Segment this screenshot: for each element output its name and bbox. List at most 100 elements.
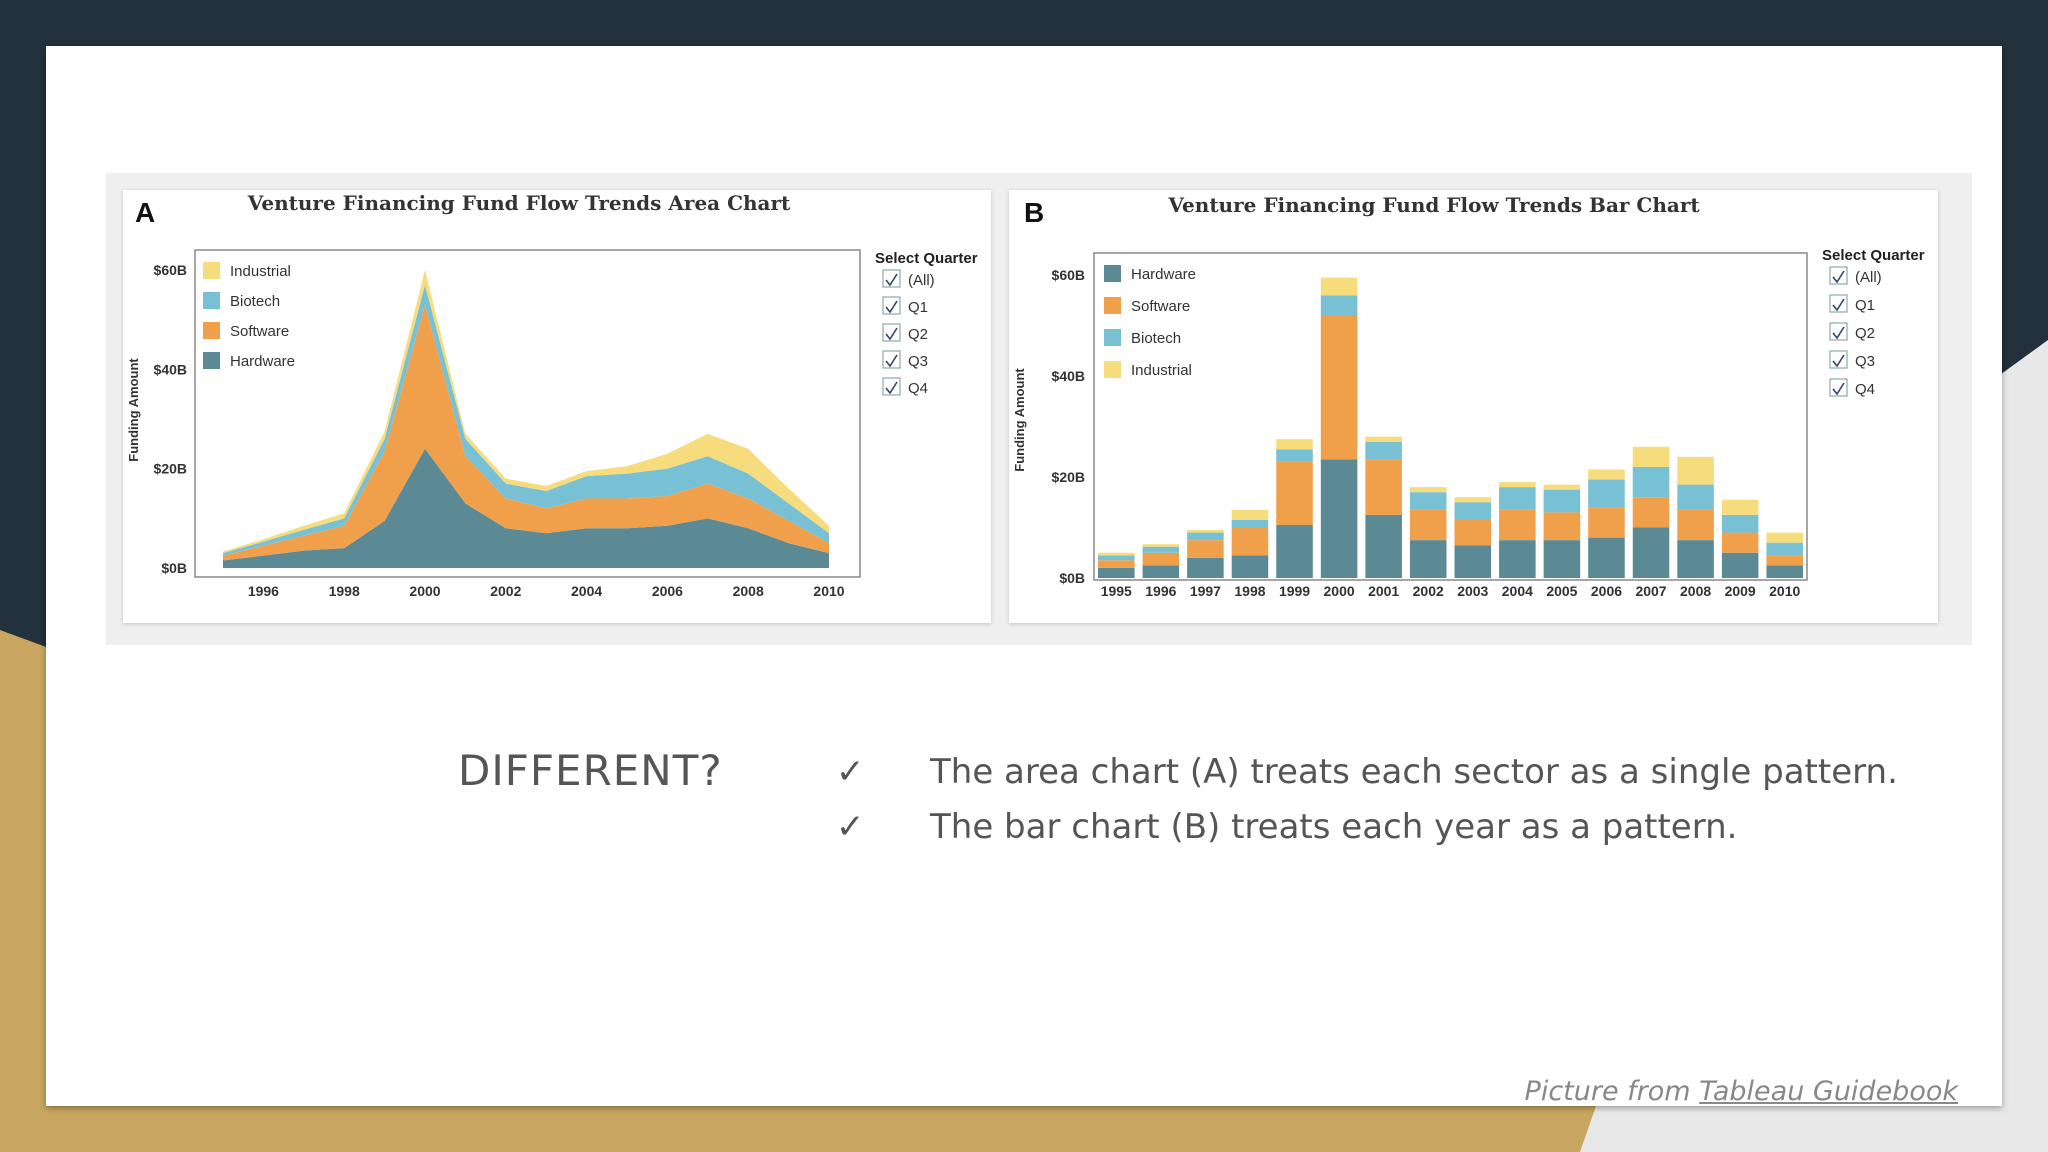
- x-tick-label: 1998: [329, 583, 360, 599]
- area-plot: [195, 250, 860, 577]
- legend-item-software: Software: [203, 322, 289, 340]
- bar-segment-software-1995: [1098, 560, 1135, 568]
- legend-label: Hardware: [230, 353, 295, 370]
- bar-chart: B Venture Financing Fund Flow Trends Bar…: [1012, 193, 1925, 599]
- filter-option-q2[interactable]: Q2: [882, 323, 928, 343]
- bar-segment-hardware-2008: [1677, 540, 1714, 578]
- bullet-text: The bar chart (B) treats each year as a …: [930, 807, 1738, 847]
- bar-y-ticks: $0B $20B $40B $60B: [1052, 267, 1085, 586]
- filter-option-q1[interactable]: Q1: [882, 296, 928, 316]
- filter-option-label: Q2: [908, 326, 928, 343]
- checkmark-icon: ✓: [836, 752, 865, 792]
- panel-letter-b: B: [1024, 197, 1044, 228]
- area-series-biotech: [223, 284, 829, 556]
- bar-plot: [1094, 253, 1807, 580]
- checkbox-icon[interactable]: [882, 296, 901, 315]
- bar-segment-software-2001: [1365, 459, 1402, 515]
- x-tick-label: 2008: [733, 583, 764, 599]
- x-tick-label: 2006: [1591, 583, 1622, 599]
- bar-segment-biotech-1995: [1098, 555, 1135, 561]
- bar-segment-biotech-1997: [1187, 532, 1224, 541]
- checkmark-icon: ✓: [836, 807, 865, 847]
- bar-segment-software-2008: [1677, 509, 1714, 541]
- checkbox-icon[interactable]: [882, 350, 901, 369]
- bar-segment-biotech-2004: [1499, 487, 1536, 510]
- bar-segment-biotech-2009: [1721, 514, 1759, 533]
- legend-item-industrial: Industrial: [203, 262, 291, 280]
- bar-plot-frame: [1093, 252, 1808, 581]
- filter-option-q1[interactable]: Q1: [1829, 294, 1875, 314]
- bar-segment-software-2003: [1454, 519, 1492, 546]
- checkbox-icon[interactable]: [882, 269, 901, 288]
- legend-label: Software: [1131, 298, 1190, 315]
- filter-option-q4[interactable]: Q4: [1829, 378, 1875, 398]
- bar-segment-hardware-2005: [1543, 540, 1581, 578]
- bar-chart-title: Venture Financing Fund Flow Trends Bar C…: [1167, 193, 1700, 217]
- x-tick-label: 1996: [1145, 583, 1176, 599]
- x-tick-label: 1998: [1234, 583, 1265, 599]
- x-tick-label: 2010: [1769, 583, 1800, 599]
- bar-segment-hardware-2003: [1454, 545, 1492, 578]
- bar-segment-industrial-2010: [1766, 532, 1803, 543]
- filter-option-q4[interactable]: Q4: [882, 377, 928, 397]
- filter-option-label: (All): [1855, 269, 1882, 286]
- y-tick-label: $20B: [1052, 469, 1085, 485]
- checkmark-icon: [1832, 270, 1845, 284]
- x-tick-label: 2000: [1324, 583, 1355, 599]
- y-tick-label: $40B: [154, 361, 187, 377]
- x-tick-label: 1999: [1279, 583, 1310, 599]
- bar-segment-industrial-2008: [1677, 456, 1714, 485]
- filter-option-label: Q1: [1855, 297, 1875, 314]
- checkbox-icon[interactable]: [1829, 350, 1848, 369]
- checkbox-icon[interactable]: [1829, 322, 1848, 341]
- checkbox-icon[interactable]: [1829, 266, 1848, 285]
- checkbox-icon[interactable]: [882, 323, 901, 342]
- bar-segment-biotech-2000: [1320, 295, 1358, 316]
- bar-segment-industrial-2009: [1721, 499, 1759, 515]
- x-tick-label: 2008: [1680, 583, 1711, 599]
- bar-segment-biotech-2002: [1409, 492, 1447, 510]
- checkmark-icon: [1832, 382, 1845, 396]
- x-tick-label: 2009: [1725, 583, 1756, 599]
- filter-option-q3[interactable]: Q3: [882, 350, 928, 370]
- filter-option-q2[interactable]: Q2: [1829, 322, 1875, 342]
- bar-segment-software-2004: [1499, 509, 1536, 541]
- filter-option-all[interactable]: (All): [1829, 266, 1882, 286]
- filter-option-q3[interactable]: Q3: [1829, 350, 1875, 370]
- bar-segment-biotech-2008: [1677, 484, 1714, 510]
- bar-segment-hardware-2002: [1409, 540, 1447, 578]
- x-tick-label: 2003: [1457, 583, 1488, 599]
- bar-x-ticks: 1995 1996 1997 1998 1999 2000 2001 2002 2003 2004…: [1101, 583, 1801, 599]
- bar-segment-industrial-2003: [1454, 497, 1492, 503]
- filter-option-all[interactable]: (All): [882, 269, 935, 289]
- checkmark-icon: [885, 381, 898, 395]
- bar-segment-biotech-1999: [1276, 449, 1313, 462]
- legend-item-biotech: Biotech: [203, 292, 280, 310]
- bar-segment-software-2010: [1766, 555, 1803, 566]
- filter-option-label: Q4: [1855, 381, 1875, 398]
- legend-label: Biotech: [1131, 330, 1181, 347]
- checkbox-icon[interactable]: [1829, 378, 1848, 397]
- bar-chart-panel: B Venture Financing Fund Flow Trends Bar…: [1009, 190, 1938, 623]
- legend-item-biotech: Biotech: [1104, 329, 1181, 347]
- bar-segment-industrial-1998: [1231, 509, 1269, 520]
- bar-segment-industrial-1997: [1187, 530, 1224, 533]
- bar-segment-hardware-2000: [1320, 459, 1358, 578]
- checkbox-icon[interactable]: [882, 377, 901, 396]
- area-quarter-filter: Select Quarter (All) Q1 Q2 Q3 Q4: [875, 250, 978, 397]
- bar-segment-hardware-1996: [1142, 565, 1180, 578]
- x-tick-label: 1996: [248, 583, 279, 599]
- x-tick-label: 2002: [490, 583, 521, 599]
- x-tick-label: 2010: [813, 583, 844, 599]
- x-tick-label: 2004: [1502, 583, 1533, 599]
- bar-segment-biotech-2010: [1766, 542, 1803, 556]
- tableau-guidebook-link[interactable]: Tableau Guidebook: [1699, 1076, 1958, 1107]
- checkbox-icon[interactable]: [1829, 294, 1848, 313]
- bar-y-axis-label: Funding Amount: [1012, 368, 1027, 472]
- credit-prefix: Picture from: [1524, 1076, 1691, 1107]
- bar-legend: Hardware Software Biotech Industrial: [1104, 265, 1196, 379]
- area-y-ticks: $0B $20B $40B $60B: [154, 262, 187, 576]
- y-tick-label: $0B: [1059, 570, 1085, 586]
- legend-swatch: [203, 262, 220, 279]
- x-tick-label: 2002: [1413, 583, 1444, 599]
